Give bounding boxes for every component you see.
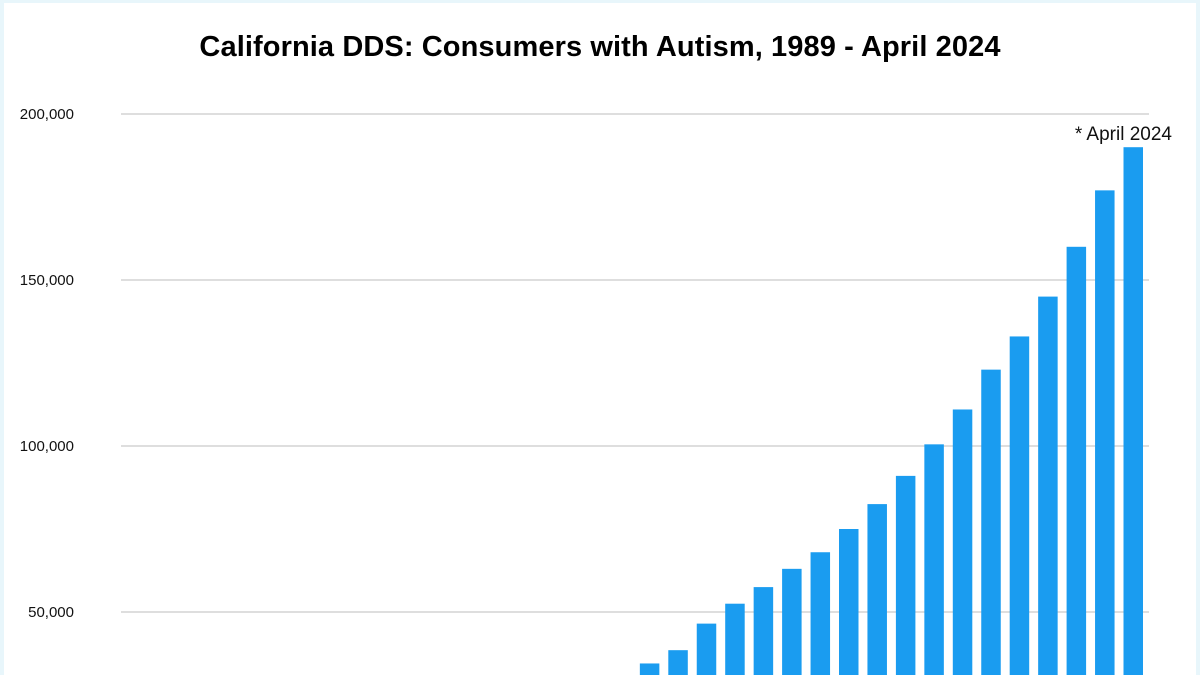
bar — [696, 623, 717, 675]
bar-annotation: * April 2024 — [1075, 124, 1173, 145]
bar — [639, 663, 660, 675]
bar — [895, 475, 916, 675]
y-tick-label: 200,000 — [20, 106, 74, 123]
bar — [1066, 246, 1087, 675]
bar — [668, 650, 688, 675]
bar — [753, 587, 774, 675]
bar — [1038, 296, 1058, 675]
chart-title: California DDS: Consumers with Autism, 1… — [199, 31, 1001, 63]
bar — [1123, 147, 1143, 675]
bar — [981, 369, 1001, 675]
y-axis-labels: 50,000 100,000 150,000 200,000 — [20, 106, 74, 621]
chart-card: California DDS: Consumers with Autism, 1… — [4, 3, 1196, 675]
bar — [867, 504, 887, 675]
bar — [810, 552, 831, 675]
bar — [1009, 336, 1030, 675]
bar — [725, 603, 745, 675]
bar — [924, 444, 944, 675]
y-tick-label: 150,000 — [20, 272, 74, 289]
bar — [839, 529, 859, 675]
bar — [952, 409, 973, 675]
y-tick-label: 50,000 — [28, 604, 74, 621]
bar — [782, 568, 802, 675]
gridlines — [121, 113, 1149, 613]
bar-chart: 50,000 100,000 150,000 200,000 * April 2024 — [20, 106, 1173, 675]
bar — [1095, 190, 1115, 675]
y-tick-label: 100,000 — [20, 438, 74, 455]
bars — [639, 147, 1143, 675]
